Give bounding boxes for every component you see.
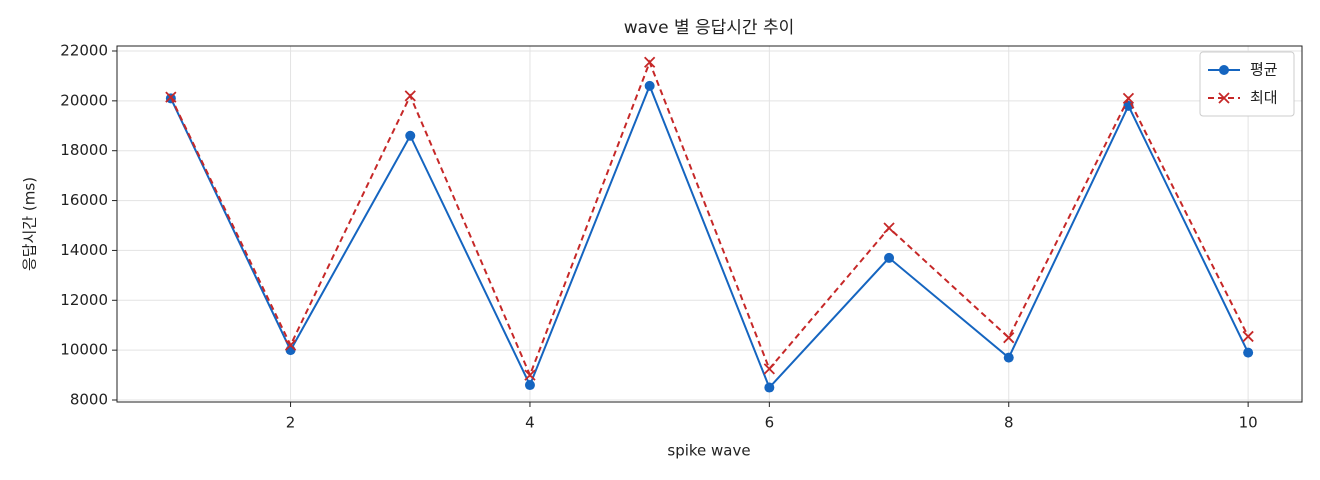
x-tick-label: 10 bbox=[1239, 414, 1258, 432]
legend-label: 평균 bbox=[1250, 61, 1278, 79]
marker bbox=[763, 363, 775, 375]
legend-box bbox=[1199, 51, 1295, 117]
marker bbox=[884, 252, 895, 263]
marker bbox=[1122, 92, 1135, 104]
x-tick-label: 6 bbox=[765, 414, 775, 432]
plot-frame bbox=[116, 45, 1303, 403]
series-line bbox=[169, 59, 1250, 378]
marker bbox=[165, 91, 177, 103]
marker bbox=[764, 382, 775, 393]
marker bbox=[1003, 352, 1014, 363]
marker bbox=[644, 56, 656, 68]
y-tick-label: 10000 bbox=[60, 341, 108, 359]
marker bbox=[524, 369, 536, 381]
x-tick-label: 4 bbox=[525, 414, 535, 432]
y-tick-label: 20000 bbox=[60, 91, 108, 109]
legend-label: 최대 bbox=[1250, 89, 1278, 107]
marker bbox=[405, 130, 416, 141]
chart-title: wave 별 응답시간 추이 bbox=[624, 18, 795, 38]
marker bbox=[1003, 332, 1015, 344]
marker bbox=[644, 80, 655, 91]
marker bbox=[883, 222, 895, 234]
marker bbox=[404, 90, 416, 102]
marker bbox=[284, 339, 297, 351]
y-tick-label: 12000 bbox=[60, 291, 108, 309]
y-tick-label: 14000 bbox=[60, 241, 108, 259]
y-tick-label: 22000 bbox=[60, 41, 108, 59]
y-tick-label: 8000 bbox=[70, 391, 108, 409]
legend-marker bbox=[1219, 65, 1229, 75]
y-tick-label: 18000 bbox=[60, 141, 108, 159]
x-tick-label: 8 bbox=[1004, 414, 1014, 432]
marker bbox=[1243, 347, 1254, 358]
marker bbox=[524, 380, 535, 391]
series-line bbox=[169, 83, 1250, 390]
x-tick-label: 2 bbox=[286, 414, 296, 432]
legend-marker bbox=[1218, 92, 1230, 104]
x-axis-label: spike wave bbox=[667, 442, 750, 460]
y-axis-label: 응답시간 (ms) bbox=[21, 177, 39, 271]
y-tick-label: 16000 bbox=[60, 191, 108, 209]
marker bbox=[1242, 330, 1254, 343]
